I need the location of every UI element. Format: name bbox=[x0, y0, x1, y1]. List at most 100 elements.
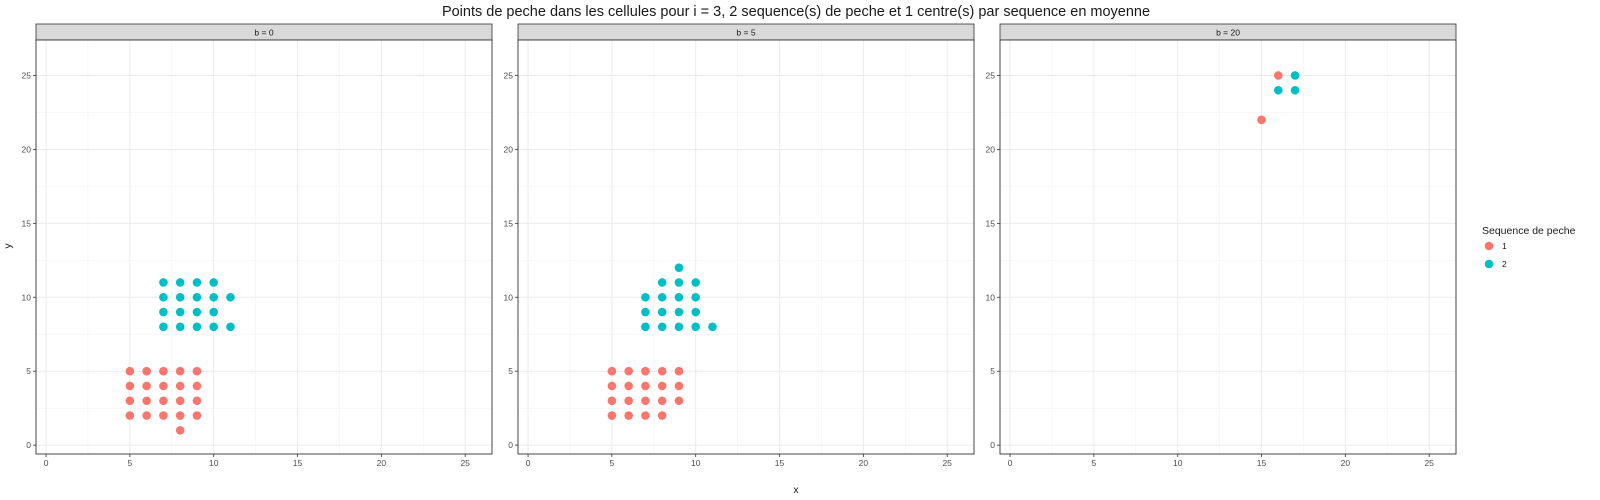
data-point-series-1 bbox=[624, 411, 633, 420]
data-point-series-2 bbox=[159, 322, 168, 332]
y-tick-label: 10 bbox=[504, 292, 514, 302]
y-tick-label: 15 bbox=[504, 218, 514, 228]
data-point-series-1 bbox=[159, 366, 168, 376]
x-axis-label: x bbox=[793, 484, 799, 496]
y-tick-label: 0 bbox=[508, 440, 513, 450]
data-point-series-1 bbox=[624, 381, 633, 391]
data-point-series-1 bbox=[641, 381, 650, 391]
data-point-series-2 bbox=[209, 307, 219, 317]
data-point-series-2 bbox=[159, 307, 168, 317]
data-point-series-1 bbox=[142, 381, 151, 391]
data-point-series-1 bbox=[607, 366, 617, 376]
panel-strip-label: b = 0 bbox=[254, 28, 273, 38]
data-point-series-1 bbox=[624, 366, 633, 376]
y-tick-label: 5 bbox=[26, 366, 31, 376]
y-axis-label: y bbox=[2, 243, 14, 249]
data-point-series-2 bbox=[657, 292, 667, 302]
data-point-series-1 bbox=[674, 381, 684, 391]
data-point-series-1 bbox=[125, 411, 135, 420]
x-tick-label: 0 bbox=[1008, 458, 1013, 468]
data-point-series-1 bbox=[142, 366, 151, 376]
data-point-series-2 bbox=[1290, 71, 1300, 80]
data-point-series-2 bbox=[657, 307, 667, 317]
y-tick-label: 15 bbox=[986, 218, 996, 228]
legend-title: Sequence de peche bbox=[1482, 225, 1576, 237]
x-tick-label: 0 bbox=[44, 458, 49, 468]
data-point-series-2 bbox=[674, 292, 684, 302]
data-point-series-2 bbox=[175, 307, 185, 317]
x-tick-label: 25 bbox=[942, 458, 952, 468]
data-point-series-2 bbox=[641, 292, 650, 302]
data-point-series-2 bbox=[192, 307, 202, 317]
y-tick-label: 25 bbox=[986, 70, 996, 80]
data-point-series-1 bbox=[1257, 115, 1266, 125]
data-point-series-2 bbox=[691, 307, 701, 317]
data-point-series-2 bbox=[674, 307, 684, 317]
y-tick-label: 10 bbox=[22, 292, 32, 302]
data-point-series-1 bbox=[159, 411, 168, 420]
data-point-series-2 bbox=[175, 322, 185, 332]
x-tick-label: 5 bbox=[1092, 458, 1097, 468]
x-tick-label: 20 bbox=[859, 458, 869, 468]
y-tick-label: 10 bbox=[986, 292, 996, 302]
data-point-series-1 bbox=[1273, 71, 1283, 80]
legend-key-1 bbox=[1484, 241, 1494, 251]
data-point-series-2 bbox=[209, 278, 219, 287]
data-point-series-2 bbox=[175, 292, 185, 302]
y-tick-label: 0 bbox=[26, 440, 31, 450]
data-point-series-1 bbox=[159, 396, 168, 406]
data-point-series-1 bbox=[657, 366, 667, 376]
x-tick-label: 15 bbox=[775, 458, 785, 468]
data-point-series-2 bbox=[226, 322, 235, 332]
data-point-series-1 bbox=[641, 411, 650, 420]
data-point-series-1 bbox=[142, 411, 151, 420]
data-point-series-1 bbox=[175, 411, 185, 420]
data-point-series-1 bbox=[607, 411, 617, 420]
data-point-series-2 bbox=[708, 322, 717, 332]
data-point-series-1 bbox=[674, 366, 684, 376]
data-point-series-2 bbox=[192, 292, 202, 302]
y-tick-label: 5 bbox=[990, 366, 995, 376]
data-point-series-2 bbox=[1290, 85, 1300, 95]
x-tick-label: 25 bbox=[1424, 458, 1434, 468]
chart-title: Points de peche dans les cellules pour i… bbox=[442, 4, 1150, 20]
data-point-series-2 bbox=[674, 278, 684, 287]
data-point-series-2 bbox=[657, 278, 667, 287]
y-tick-label: 0 bbox=[990, 440, 995, 450]
data-point-series-2 bbox=[209, 292, 219, 302]
data-point-series-2 bbox=[691, 292, 701, 302]
data-point-series-1 bbox=[607, 396, 617, 406]
data-point-series-2 bbox=[209, 322, 219, 332]
legend: Sequence de peche 12 bbox=[1482, 225, 1576, 269]
legend-items: 12 bbox=[1484, 241, 1507, 269]
data-point-series-2 bbox=[641, 322, 650, 332]
data-point-series-1 bbox=[125, 396, 135, 406]
panel-plot-area bbox=[1000, 40, 1456, 454]
data-point-series-1 bbox=[607, 381, 617, 391]
data-point-series-1 bbox=[624, 396, 633, 406]
y-tick-label: 20 bbox=[504, 144, 514, 154]
x-tick-label: 0 bbox=[526, 458, 531, 468]
panel-strip-label: b = 20 bbox=[1216, 28, 1240, 38]
x-tick-label: 15 bbox=[1257, 458, 1267, 468]
panel-1: b = 5 0 0 5 5 10 10 15 15 20 20 25 25 bbox=[504, 23, 975, 468]
data-point-series-2 bbox=[1273, 85, 1283, 95]
data-point-series-2 bbox=[192, 322, 202, 332]
data-point-series-2 bbox=[641, 307, 650, 317]
data-point-series-1 bbox=[175, 381, 185, 391]
y-tick-label: 25 bbox=[22, 70, 32, 80]
x-tick-label: 15 bbox=[293, 458, 303, 468]
data-point-series-2 bbox=[159, 278, 168, 287]
y-tick-label: 20 bbox=[22, 144, 32, 154]
data-point-series-1 bbox=[641, 366, 650, 376]
legend-label-2: 2 bbox=[1502, 259, 1507, 269]
legend-key-2 bbox=[1484, 259, 1494, 269]
data-point-series-1 bbox=[657, 381, 667, 391]
x-tick-label: 10 bbox=[691, 458, 701, 468]
panel-plot-area bbox=[518, 40, 974, 454]
y-tick-label: 25 bbox=[504, 70, 514, 80]
data-point-series-1 bbox=[674, 396, 684, 406]
data-point-series-2 bbox=[159, 292, 168, 302]
data-point-series-1 bbox=[125, 366, 135, 376]
